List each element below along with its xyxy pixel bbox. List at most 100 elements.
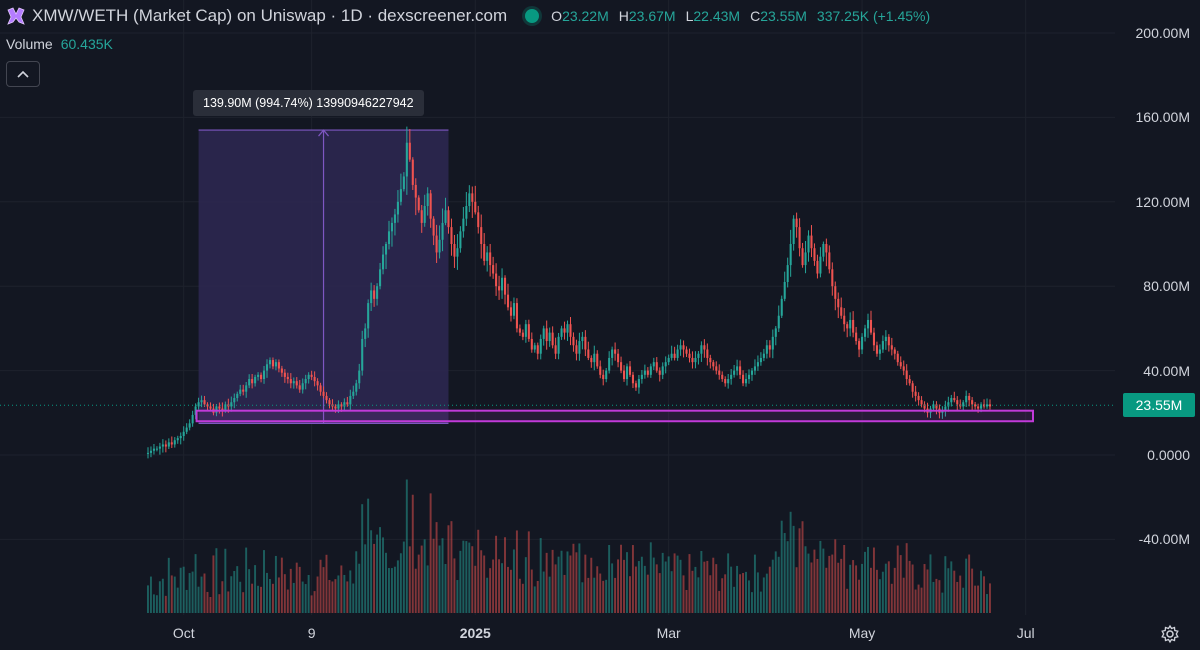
volume-bar [313,591,316,613]
volume-bar [271,583,274,613]
candle-body [268,360,272,365]
volume-bar [759,591,762,613]
candle-body [917,395,920,401]
candle-body [617,353,620,363]
volume-bar [831,554,834,613]
volume-bar [706,560,709,613]
volume-bar [798,528,801,613]
candle-body [676,349,679,358]
volume-bar [343,574,346,613]
volume-bar [768,566,771,613]
candle-body [640,374,643,380]
candle-body [548,332,551,342]
volume-bar [727,553,730,613]
candle-body [349,395,352,405]
candle-body [340,404,343,407]
volume-bar [733,586,736,613]
volume-bar [822,548,825,613]
candle-body [578,341,581,354]
candle-body [721,374,724,380]
volume-bar [319,559,322,613]
volume-bar [631,545,634,613]
volume-bar [587,577,590,613]
volume-bar [379,527,382,613]
candle-body [456,248,459,257]
y-tick-label: -40.00M [1138,531,1190,548]
measure-tool-label: 139.90M (994.74%) 13990946227942 [193,90,424,116]
candle-body [185,427,188,432]
candle-body [560,328,563,337]
candle-body [248,379,251,386]
volume-bar [495,535,498,613]
volume-bar [512,549,515,613]
volume-bar [929,554,932,613]
volume-bar [486,577,489,613]
volume-bar [804,546,807,613]
candle-body [667,357,670,363]
volume-bar [715,564,718,613]
candle-body [527,324,530,339]
collapse-legend-button[interactable] [6,61,40,87]
ohlc-change: 337.25K (+1.45%) [816,8,931,24]
candle-body [438,239,441,253]
candle-body [869,319,873,333]
volume-bar [527,531,530,613]
volume-bar [373,543,376,613]
volume-bar [417,554,420,613]
volume-bar [266,572,268,613]
candle-body [322,391,325,396]
settings-gear-icon[interactable] [1160,624,1180,644]
volume-bar [524,557,527,613]
volume-bar [959,575,962,613]
candle-body [358,370,361,384]
candle-body [551,332,554,346]
volume-bar [899,555,902,613]
candle-body [343,402,346,407]
candle-body [420,210,423,223]
volume-bar [688,554,691,613]
candle-body [563,328,566,333]
volume-bar [935,578,938,613]
volume-bar [932,581,935,613]
x-tick-label: 2025 [459,625,491,641]
volume-bar [968,554,971,613]
candle-body [382,254,385,270]
volume-bar [670,571,673,613]
candle-body [316,381,319,386]
candle-body [881,341,884,350]
volume-bar [682,575,685,613]
candle-body [286,376,289,380]
candle-body [265,364,269,371]
candle-body [750,370,754,375]
candle-body [798,227,801,249]
volume-bar [322,567,325,613]
candle-body [221,408,224,411]
volume-bar [676,555,679,613]
candle-body [762,353,765,358]
candle-body [518,328,521,333]
candle-body [533,345,536,350]
volume-bar [620,544,623,613]
volume-bar [718,590,721,613]
candle-body [402,176,405,190]
volume-bar [393,566,396,613]
volume-bar [905,543,908,613]
candle-body [554,345,557,354]
candle-body [155,448,158,450]
volume-bar [867,546,869,613]
volume-bar [896,545,899,613]
candle-body [170,442,173,445]
volume-bar [819,540,822,613]
candle-body [471,193,474,202]
volume-bar [608,544,611,613]
candle-body [477,212,480,228]
volume-bar [858,579,861,613]
volume-bar [209,596,212,613]
volume-bar [441,538,444,613]
candle-body [902,366,905,371]
volume-bar [170,575,173,613]
volume-bar [263,550,265,613]
candle-body [953,398,956,401]
volume-bar [852,560,855,613]
